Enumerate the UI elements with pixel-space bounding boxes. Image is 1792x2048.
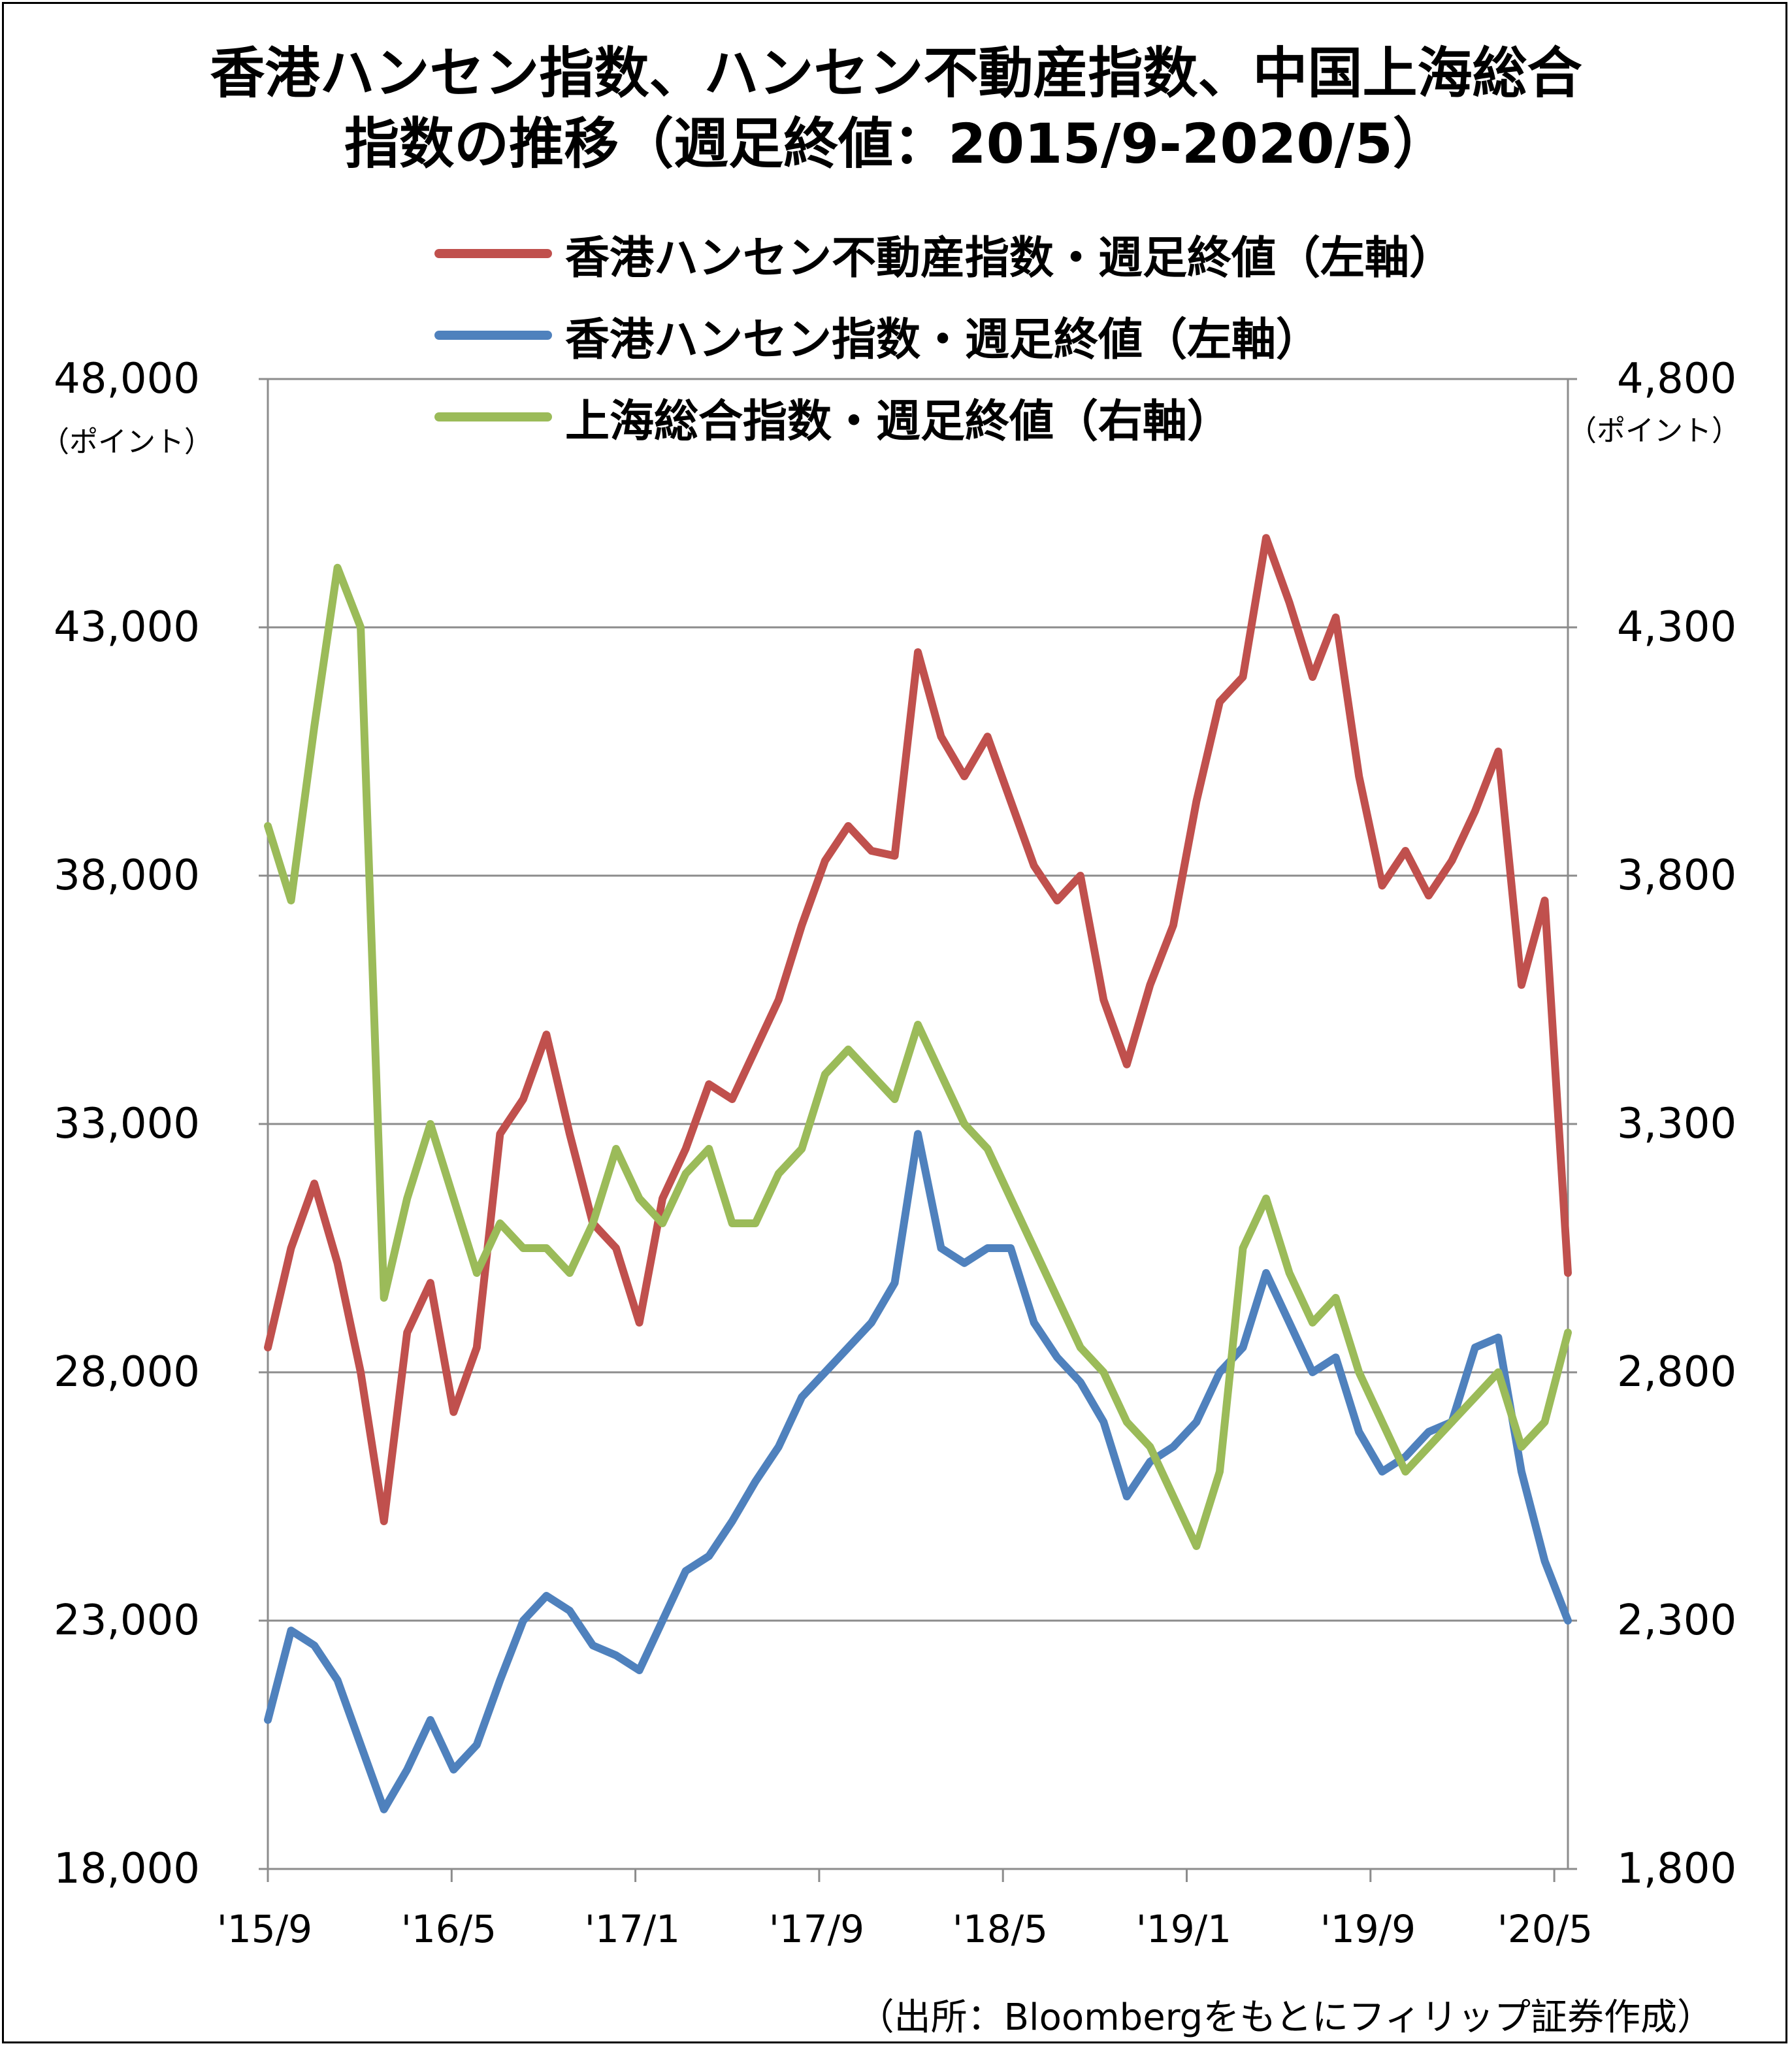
right-axis-unit: （ポイント） (1568, 414, 1740, 448)
right-ytick: 1,800 (1617, 1845, 1737, 1893)
right-ytick: 2,300 (1617, 1596, 1737, 1645)
left-ytick: 48,000 (54, 355, 200, 403)
x-tick-label: '20/5 (1497, 1907, 1593, 1951)
series-line-1 (264, 1130, 1572, 1813)
x-tick-label: '17/9 (768, 1907, 865, 1951)
source-note: （出所：Bloombergをもとにフィリップ証券作成） (857, 1996, 1714, 2039)
series-lines (264, 534, 1572, 1813)
legend-item-realestate: 香港ハンセン不動産指数・週足終値（左軸） (434, 227, 1454, 284)
x-tick-label: '16/5 (400, 1907, 497, 1951)
right-ytick: 4,800 (1617, 355, 1737, 403)
legend-swatch-realestate (434, 249, 552, 258)
left-ytick: 43,000 (54, 603, 200, 652)
legend-item-hangseng: 香港ハンセン指数・週足終値（左軸） (434, 309, 1320, 366)
right-ytick: 4,300 (1617, 603, 1737, 652)
x-tick-label: '19/9 (1320, 1907, 1416, 1951)
x-tick-label: '18/5 (952, 1907, 1049, 1951)
legend-label-shanghai: 上海総合指数・週足終値（右軸） (565, 395, 1232, 448)
chart-title-line1: 香港ハンセン指数、ハンセン不動産指数、中国上海総合 (210, 41, 1582, 105)
chart-title-line2: 指数の推移（週足終値：2015/9-2020/5） (344, 112, 1448, 176)
legend-swatch-shanghai (434, 412, 552, 421)
left-ytick: 18,000 (54, 1845, 200, 1893)
left-ytick: 33,000 (54, 1100, 200, 1148)
series-line-2 (264, 563, 1572, 1550)
left-ytick: 23,000 (54, 1596, 200, 1645)
legend-label-realestate: 香港ハンセン不動産指数・週足終値（左軸） (565, 232, 1454, 284)
legend-label-hangseng: 香港ハンセン指数・週足終値（左軸） (565, 314, 1321, 366)
series-line-0 (264, 534, 1572, 1525)
x-tick-label: '15/9 (216, 1907, 313, 1951)
right-ytick: 2,800 (1617, 1348, 1737, 1396)
right-ytick: 3,800 (1617, 851, 1737, 900)
gridlines (259, 378, 1577, 1870)
left-ytick: 28,000 (54, 1348, 200, 1396)
right-ytick: 3,300 (1617, 1100, 1737, 1148)
left-ytick: 38,000 (54, 851, 200, 900)
x-tick-label: '17/1 (584, 1907, 681, 1951)
legend-swatch-hangseng (434, 331, 552, 340)
x-tick-label: '19/1 (1135, 1907, 1232, 1951)
left-axis-unit: （ポイント） (41, 425, 213, 459)
legend-item-shanghai: 上海総合指数・週足終値（右軸） (434, 391, 1231, 448)
